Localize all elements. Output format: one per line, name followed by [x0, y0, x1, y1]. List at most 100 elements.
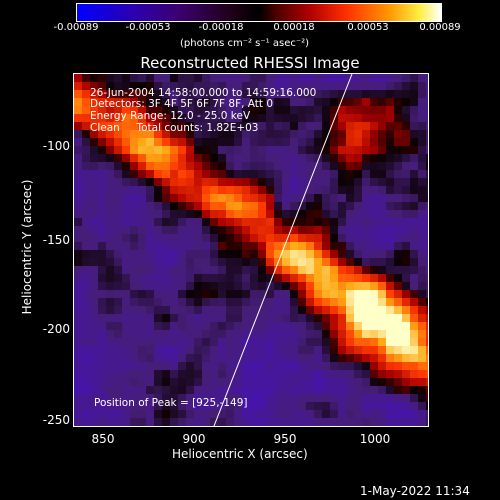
heatmap-cell [74, 202, 82, 210]
heatmap-cell [82, 202, 90, 210]
heatmap-cell [130, 266, 138, 274]
heatmap-cell [186, 146, 194, 154]
heatmap-cell [258, 82, 266, 90]
heatmap-cell [162, 338, 170, 346]
heatmap-cell [98, 282, 106, 290]
heatmap-cell [378, 82, 386, 90]
heatmap-cell [178, 194, 186, 202]
heatmap-cell [146, 90, 154, 98]
heatmap-cell [234, 210, 242, 218]
heatmap-cell [146, 386, 154, 394]
heatmap-cell [194, 386, 202, 394]
heatmap-cell [90, 322, 98, 330]
heatmap-cell [106, 322, 114, 330]
heatmap-cell [90, 74, 98, 82]
heatmap-cell [194, 90, 202, 98]
heatmap-cell [218, 242, 226, 250]
heatmap-cell [354, 138, 362, 146]
heatmap-cell [410, 130, 418, 138]
heatmap-cell [130, 314, 138, 322]
heatmap-cell [202, 226, 210, 234]
heatmap-cell [402, 274, 410, 282]
heatmap-cell [210, 298, 218, 306]
heatmap-cell [282, 186, 290, 194]
heatmap-cell [370, 298, 378, 306]
heatmap-cell [338, 202, 346, 210]
heatmap-cell [306, 330, 314, 338]
heatmap-cell [218, 370, 226, 378]
heatmap-cell [362, 186, 370, 194]
heatmap-cell [346, 314, 354, 322]
heatmap-cell [386, 274, 394, 282]
heatmap-cell [394, 106, 402, 114]
heatmap-cell [170, 74, 178, 82]
heatmap-cell [378, 298, 386, 306]
heatmap-cell [330, 386, 338, 394]
heatmap-cell [226, 290, 234, 298]
heatmap-cell [154, 170, 162, 178]
heatmap-cell [314, 394, 322, 402]
heatmap-cell [202, 330, 210, 338]
heatmap-cell [242, 330, 250, 338]
heatmap-cell [362, 154, 370, 162]
heatmap-cell [130, 122, 138, 130]
heatmap-cell [298, 306, 306, 314]
heatmap-cell [154, 354, 162, 362]
heatmap-cell [370, 346, 378, 354]
heatmap-cell [114, 130, 122, 138]
heatmap-cell [170, 146, 178, 154]
heatmap-cell [322, 266, 330, 274]
heatmap-cell [218, 114, 226, 122]
heatmap-cell [250, 178, 258, 186]
heatmap-cell [122, 218, 130, 226]
heatmap-cell [242, 346, 250, 354]
heatmap-cell [250, 74, 258, 82]
heatmap-cell [194, 362, 202, 370]
heatmap-cell [122, 90, 130, 98]
heatmap-cell [218, 122, 226, 130]
heatmap-cell [314, 90, 322, 98]
heatmap-cell [114, 202, 122, 210]
heatmap-cell [370, 226, 378, 234]
heatmap-cell [178, 362, 186, 370]
heatmap-cell [306, 370, 314, 378]
heatmap-cell [122, 170, 130, 178]
heatmap-cell [354, 162, 362, 170]
heatmap-cell [290, 162, 298, 170]
heatmap-cell [234, 266, 242, 274]
heatmap-cell [346, 242, 354, 250]
heatmap-cell [338, 346, 346, 354]
heatmap-cell [314, 258, 322, 266]
heatmap-cell [106, 394, 114, 402]
heatmap-cell [378, 346, 386, 354]
heatmap-cell [410, 154, 418, 162]
heatmap-cell [226, 274, 234, 282]
heatmap-cell [362, 210, 370, 218]
heatmap-cell [370, 242, 378, 250]
heatmap-cell [170, 338, 178, 346]
heatmap-cell [138, 282, 146, 290]
heatmap-cell [418, 250, 426, 258]
heatmap-cell [186, 162, 194, 170]
heatmap-cell [106, 186, 114, 194]
heatmap-cell [186, 306, 194, 314]
heatmap-cell [378, 402, 386, 410]
heatmap-cell [210, 378, 218, 386]
heatmap-cell [106, 362, 114, 370]
heatmap-cell [266, 290, 274, 298]
heatmap-cell [314, 178, 322, 186]
heatmap-cell [74, 362, 82, 370]
heatmap-cell [194, 210, 202, 218]
heatmap-cell [234, 306, 242, 314]
heatmap-cell [90, 194, 98, 202]
heatmap-cell [290, 330, 298, 338]
heatmap-cell [186, 394, 194, 402]
heatmap-cell [410, 82, 418, 90]
heatmap-cell [210, 98, 218, 106]
heatmap-cell [274, 194, 282, 202]
heatmap-cell [106, 402, 114, 410]
heatmap-cell [370, 106, 378, 114]
heatmap-cell [106, 202, 114, 210]
heatmap-cell [266, 234, 274, 242]
heatmap-cell [98, 226, 106, 234]
